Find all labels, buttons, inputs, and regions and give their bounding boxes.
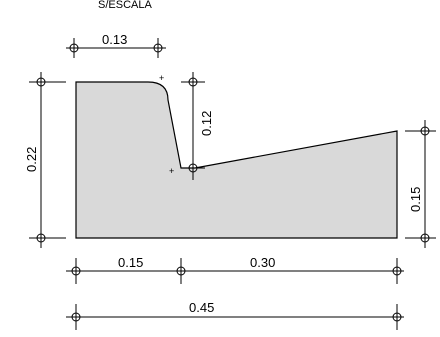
dimension-label-right-height: 0.15 <box>408 187 423 212</box>
dimension-label-top-width: 0.13 <box>102 32 127 47</box>
dimension-total-width: 0.45 <box>66 300 404 330</box>
dimension-right-height: 0.15 <box>405 120 436 248</box>
dimension-bottom-split: 0.15 0.30 <box>66 255 404 284</box>
corner-mark-bottom: + <box>169 166 174 176</box>
dimension-left-height: 0.22 <box>24 72 66 248</box>
dimension-label-bottom-right: 0.30 <box>250 255 275 270</box>
dimension-notch-depth: 0.12 <box>181 72 214 180</box>
cross-section-shape <box>75 81 398 239</box>
dimension-label-bottom-left: 0.15 <box>118 255 143 270</box>
corner-mark-top: + <box>159 73 164 83</box>
dimension-label-notch-depth: 0.12 <box>199 111 214 136</box>
dimension-label-total-width: 0.45 <box>189 300 214 315</box>
dimension-top-width: 0.13 <box>66 32 166 58</box>
scale-note: S/ESCALA <box>98 0 152 11</box>
dimension-label-left-height: 0.22 <box>24 147 39 172</box>
